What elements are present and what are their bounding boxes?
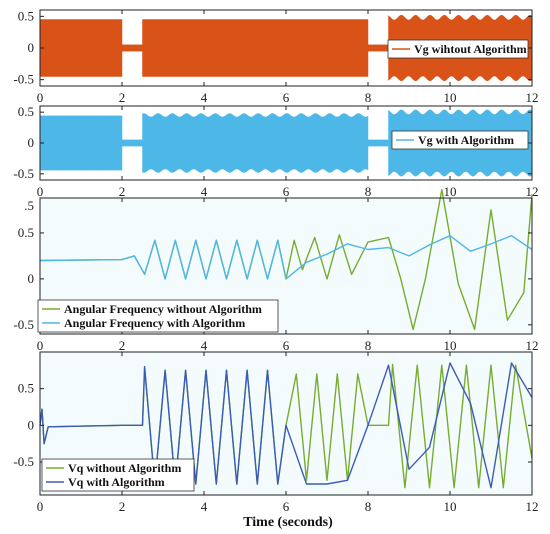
x-tick-label: 8 [365, 499, 372, 514]
series-2-line [39, 234, 533, 280]
x-tick-label: 10 [444, 184, 457, 199]
y-tick-label: -0.5 [13, 317, 34, 332]
x-tick-label: 4 [201, 499, 208, 514]
x-tick-label: 12 [526, 338, 539, 353]
x-tick-label: 0 [37, 338, 44, 353]
legend-label: Angular Frequency without Algorithm [64, 302, 262, 316]
y-tick-label: 0.5 [18, 104, 34, 119]
y-tick-label: 0.5 [18, 225, 34, 240]
x-tick-label: 12 [526, 499, 539, 514]
y-tick-label: 0 [28, 135, 35, 150]
y-tick-label: 0 [28, 40, 35, 55]
legend-label: Vg with Algorithm [418, 133, 514, 147]
y-tick-label: -0.5 [13, 454, 34, 469]
x-tick-label: 0 [37, 499, 44, 514]
y-tick-label: 0.5 [18, 8, 34, 23]
legend-box [391, 130, 529, 150]
x-tick-label: 12 [526, 184, 539, 199]
x-tick-label: 8 [365, 338, 372, 353]
legend-box [37, 299, 279, 333]
x-tick-label: 6 [283, 90, 290, 105]
x-tick-label: 8 [365, 184, 372, 199]
y-tick-label: 0 [28, 417, 35, 432]
x-tick-label: 6 [283, 338, 290, 353]
legend-label: Vq without Algorithm [68, 461, 181, 475]
legend: Vg with Algorithm [391, 130, 529, 150]
x-tick-label: 4 [201, 184, 208, 199]
series-2-line [39, 362, 533, 489]
x-tick-label: 0 [37, 184, 44, 199]
x-tick-label: 2 [119, 184, 126, 199]
x-tick-label: 8 [365, 90, 372, 105]
x-tick-label: 6 [283, 499, 290, 514]
x-axis-label: Time (seconds) [243, 515, 333, 530]
legend-box [387, 39, 529, 59]
x-tick-label: 10 [444, 90, 457, 105]
y-tick-label: -0.5 [13, 72, 34, 87]
legend-label: Vq with Algorithm [68, 475, 165, 489]
x-tick-label: 0 [37, 90, 44, 105]
legend: Vg wihtout Algorithm [387, 39, 529, 59]
legend-box [41, 458, 195, 492]
legend: Angular Frequency without AlgorithmAngul… [37, 299, 279, 333]
chart-panel-4: 0 2 4 6 8 10 12 -0.5 0 0.5 Vq without AlgorithmVq … [13, 351, 539, 514]
x-tick-label: 12 [526, 90, 539, 105]
chart-panel-1: 0 2 4 6 8 10 12-0.500.5Vg wihtout Algorithm [13, 8, 538, 105]
y-tick-label: -0.5 [13, 166, 34, 181]
y-tick-label: .5 [24, 198, 34, 213]
x-tick-label: 2 [119, 90, 126, 105]
x-tick-label: 6 [283, 184, 290, 199]
x-tick-label: 2 [119, 499, 126, 514]
legend-label: Angular Frequency with Algorithm [64, 316, 245, 330]
y-tick-label: 0 [28, 271, 35, 286]
y-tick-label: 0.5 [18, 381, 34, 396]
x-tick-label: 4 [201, 90, 208, 105]
legend-label: Vg wihtout Algorithm [414, 42, 527, 56]
x-tick-label: 10 [444, 499, 457, 514]
x-tick-label: 10 [444, 338, 457, 353]
x-tick-label: 2 [119, 338, 126, 353]
chart-panel-2: 0 2 4 6 8 10 12-0.500.5Vg with Algorithm [13, 104, 538, 199]
x-tick-label: 4 [201, 338, 208, 353]
